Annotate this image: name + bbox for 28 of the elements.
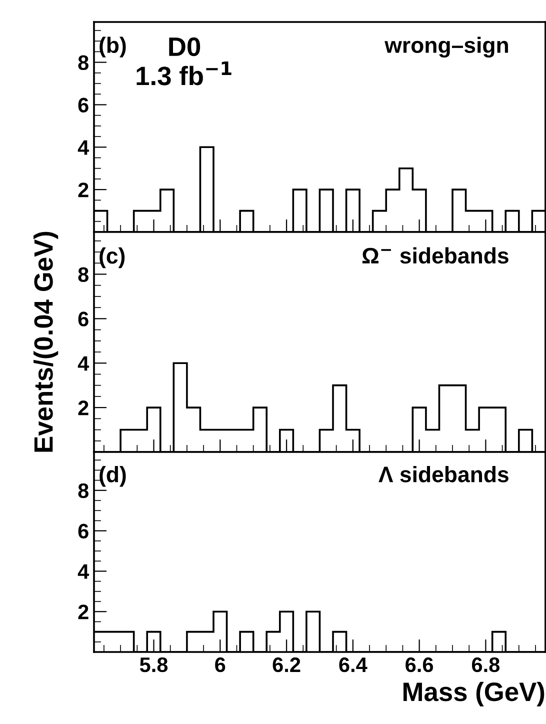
annotation: (b) [100, 36, 126, 58]
y-tick-label: 2 [78, 400, 88, 416]
y-tick-label: 6 [78, 312, 88, 326]
x-tick-label: 5.8 [140, 657, 168, 672]
y-axis-title: Events/(0.04 GeV) [34, 232, 58, 452]
x-tick-label: 6 [215, 657, 226, 672]
annotation: Λ sidebands [378, 466, 508, 482]
y-tick-label: 4 [78, 140, 90, 155]
y-tick-label: 8 [78, 483, 88, 498]
y-tick-label: 8 [78, 55, 88, 70]
x-tick-label: 6.6 [406, 657, 434, 672]
annotation: 1.3 fb$^{−1}$ [136, 61, 232, 86]
x-tick-label: 6.2 [272, 657, 300, 672]
x-tick-label: 6.8 [472, 657, 500, 672]
y-tick-label: 2 [78, 182, 88, 198]
x-axis-title: Mass (GeV) [404, 682, 544, 706]
annotation: wrong–sign [384, 36, 508, 58]
y-tick-label: 4 [78, 356, 90, 371]
annotation: Ω$^{−}$ sidebands [362, 247, 508, 264]
y-tick-label: 8 [78, 267, 88, 282]
y-tick-label: 6 [78, 98, 88, 112]
y-tick-label: 4 [78, 564, 90, 579]
annotation: (c) [100, 247, 125, 268]
annotation: (d) [100, 466, 126, 487]
annotation: D0 [169, 37, 200, 56]
y-tick-label: 6 [78, 524, 88, 539]
y-tick-label: 2 [78, 604, 88, 620]
x-tick-label: 6.4 [339, 657, 368, 672]
